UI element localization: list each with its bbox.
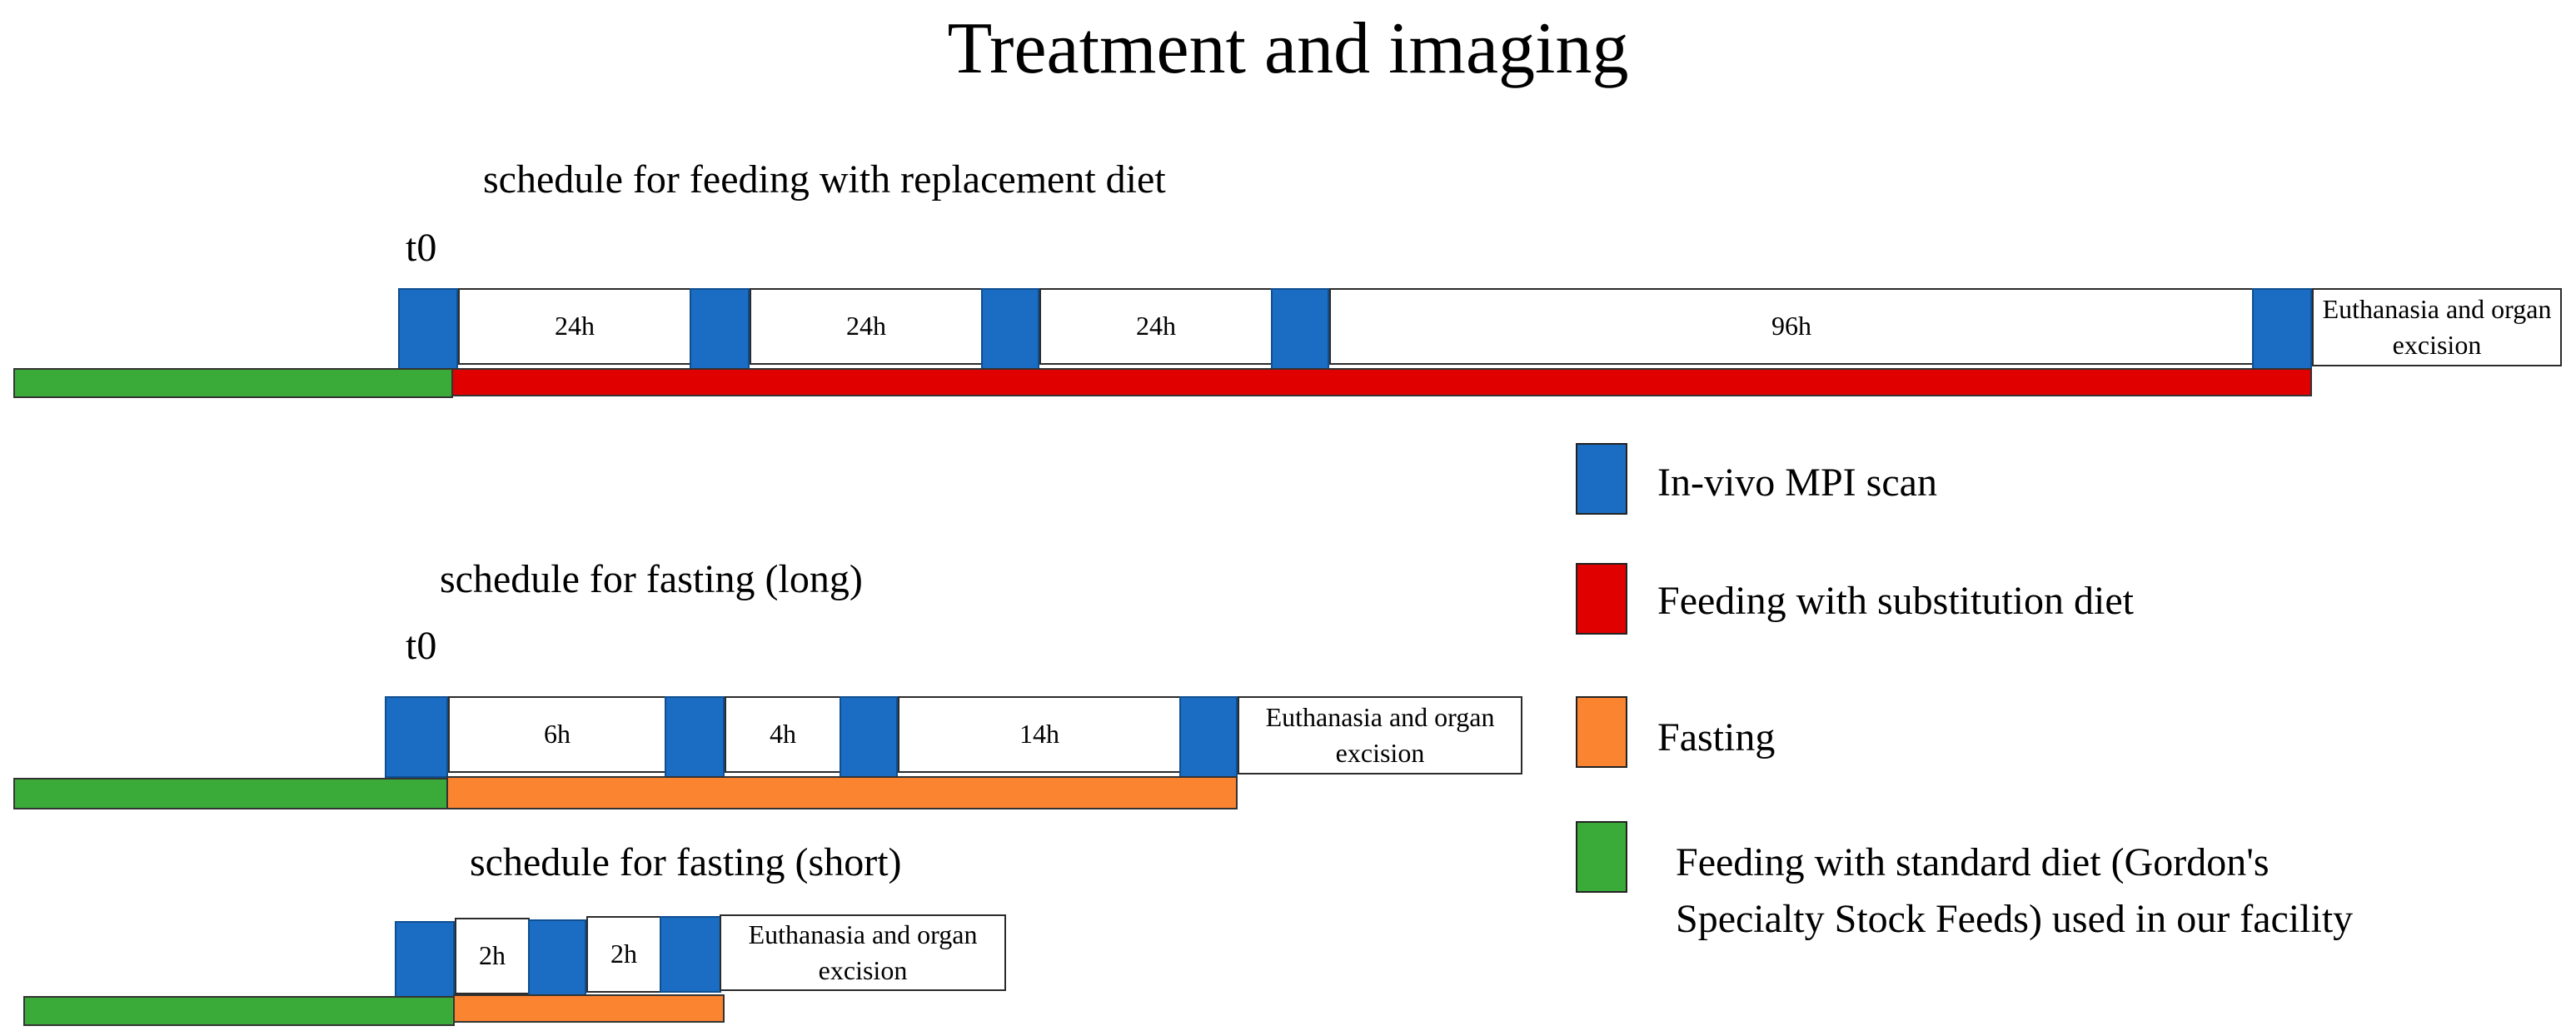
interval-box: 6h (448, 696, 666, 773)
substitution-diet-bar (451, 368, 2312, 396)
interval-box: 96h (1329, 288, 2254, 365)
fasting-bar (453, 994, 725, 1023)
euthanasia-box: Euthanasia and organ excision (2312, 288, 2562, 366)
interval-box: 4h (725, 696, 841, 773)
interval-box: 24h (458, 288, 691, 365)
mpi-scan-block (398, 288, 458, 370)
standard-diet-bar (13, 368, 453, 398)
interval-box: 24h (750, 288, 983, 365)
interval-box: 2h (455, 918, 530, 994)
euthanasia-box: Euthanasia and organ excision (1238, 696, 1522, 775)
mpi-scan-block (385, 696, 448, 778)
legend-swatch-fasting (1576, 696, 1627, 768)
interval-box: 2h (586, 916, 661, 993)
schedule-title-replacement-diet: schedule for feeding with replacement di… (483, 157, 1166, 202)
mpi-scan-block (665, 696, 725, 778)
legend-swatch-standard-diet (1576, 821, 1627, 893)
mpi-scan-block (2252, 288, 2312, 370)
mpi-scan-block (690, 288, 750, 370)
t0-label: t0 (406, 226, 437, 270)
legend-label-substitution-diet: Feeding with substitution diet (1657, 579, 2134, 623)
page-title: Treatment and imaging (947, 8, 1629, 89)
schedule-title-fasting-short: schedule for fasting (short) (470, 840, 902, 884)
mpi-scan-block (395, 921, 455, 998)
legend-label-standard-diet-line2: Specialty Stock Feeds) used in our facil… (1676, 897, 2354, 941)
legend-label-mpi-scan: In-vivo MPI scan (1657, 461, 1937, 505)
legend-swatch-substitution-diet (1576, 563, 1627, 635)
euthanasia-box: Euthanasia and organ excision (720, 914, 1006, 991)
legend-label-fasting: Fasting (1657, 715, 1776, 760)
mpi-scan-block (1179, 696, 1238, 778)
fasting-bar (446, 776, 1238, 809)
mpi-scan-block (981, 288, 1039, 370)
t0-label: t0 (406, 624, 437, 668)
mpi-scan-block (840, 696, 898, 778)
legend-swatch-mpi-scan (1576, 443, 1627, 515)
mpi-scan-block (1271, 288, 1329, 370)
standard-diet-bar (13, 778, 448, 809)
mpi-scan-block (660, 916, 721, 993)
legend-label-standard-diet-line1: Feeding with standard diet (Gordon's (1676, 840, 2270, 884)
standard-diet-bar (23, 996, 455, 1026)
interval-box: 24h (1039, 288, 1273, 365)
interval-box: 14h (898, 696, 1181, 773)
schedule-title-fasting-long: schedule for fasting (long) (440, 557, 863, 601)
mpi-scan-block (528, 919, 586, 996)
